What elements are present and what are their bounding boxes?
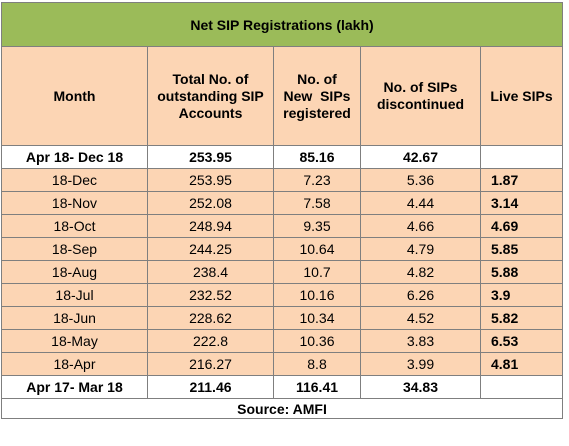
source-row: Source: AMFI [0,398,564,419]
summary-row: Apr 18- Dec 18 253.95 85.16 42.67 [1,145,564,169]
table-row: 18-Jul 232.52 10.16 6.26 3.9 [1,283,564,307]
table-row: 18-Oct 248.94 9.35 4.66 4.69 [1,214,564,238]
cell-discontinued: 4.52 [360,306,481,330]
cell-month: 18-Apr [1,352,148,376]
cell-month: 18-Sep [1,237,148,261]
cell-total: 228.62 [147,306,274,330]
header-line: registered [283,104,351,121]
header-total-accounts: Total No. of outstanding SIP Accounts [147,46,274,146]
cell-total: 232.52 [147,283,274,307]
cell-new: 9.35 [273,214,361,238]
cell-discontinued: 42.67 [360,145,481,169]
header-live-sips: Live SIPs [479,46,564,146]
cell-discontinued: 4.44 [360,191,481,215]
summary-row: Apr 17- Mar 18 211.46 116.41 34.83 [1,375,564,399]
cell-new: 10.36 [273,329,361,353]
cell-discontinued: 4.82 [360,260,481,284]
table-title: Net SIP Registrations (lakh) [0,2,564,47]
cell-month: 18-Dec [1,168,148,192]
cell-month: Apr 17- Mar 18 [1,375,148,399]
cell-month: 18-Jul [1,283,148,307]
cell-live: 4.81 [479,352,564,376]
cell-new: 10.7 [273,260,361,284]
header-new-sips: No. of New SIPs registered [273,46,361,146]
cell-new: 7.23 [273,168,361,192]
cell-live: 4.69 [479,214,564,238]
cell-live: 5.88 [479,260,564,284]
table-row: 18-Apr 216.27 8.8 3.99 4.81 [1,352,564,376]
header-line: discontinued [376,96,465,112]
source-note: Source: AMFI [0,398,564,419]
cell-discontinued: 4.66 [360,214,481,238]
table-row: 18-May 222.8 10.36 3.83 6.53 [1,329,564,353]
cell-total: 253.95 [147,145,274,169]
cell-new: 8.8 [273,352,361,376]
cell-month: 18-Nov [1,191,148,215]
cell-live [479,375,564,399]
header-month: Month [1,46,148,146]
cell-new: 10.34 [273,306,361,330]
cell-discontinued: 3.99 [360,352,481,376]
cell-live: 6.53 [479,329,564,353]
cell-month: 18-Oct [1,214,148,238]
cell-discontinued: 5.36 [360,168,481,192]
cell-total: 238.4 [147,260,274,284]
cell-discontinued: 3.83 [360,329,481,353]
cell-total: 244.25 [147,237,274,261]
cell-discontinued: 6.26 [360,283,481,307]
title-row: Net SIP Registrations (lakh) [0,2,564,47]
cell-total: 248.94 [147,214,274,238]
cell-month: 18-Jun [1,306,148,330]
table-row: 18-Dec 253.95 7.23 5.36 1.87 [1,168,564,192]
header-discontinued: No. of SIPs discontinued [360,46,481,146]
header-line: No. of SIPs [383,79,458,95]
cell-month: 18-May [1,329,148,353]
header-row: Month Total No. of outstanding SIP Accou… [1,46,564,146]
cell-total: 211.46 [147,375,274,399]
cell-month: 18-Aug [1,260,148,284]
cell-total: 222.8 [147,329,274,353]
cell-new: 85.16 [273,145,361,169]
header-line: outstanding SIP [157,87,264,104]
cell-new: 10.64 [273,237,361,261]
table-row: 18-Sep 244.25 10.64 4.79 5.85 [1,237,564,261]
cell-live: 1.87 [479,168,564,192]
cell-live [479,145,564,169]
cell-live: 3.14 [479,191,564,215]
table-row: 18-Nov 252.08 7.58 4.44 3.14 [1,191,564,215]
source-section: Source: AMFI [0,398,564,419]
header-line: Total No. of [172,70,249,87]
cell-month: Apr 18- Dec 18 [1,145,148,169]
cell-total: 216.27 [147,352,274,376]
cell-live: 5.85 [479,237,564,261]
table-row: 18-Aug 238.4 10.7 4.82 5.88 [1,260,564,284]
cell-discontinued: 34.83 [360,375,481,399]
data-rows: Apr 18- Dec 18 253.95 85.16 42.67 18-Dec 253.… [1,145,564,399]
cell-live: 3.9 [479,283,564,307]
cell-new: 116.41 [273,375,361,399]
header-line: No. of [297,70,337,87]
cell-new: 7.58 [273,191,361,215]
cell-new: 10.16 [273,283,361,307]
table-body: Net SIP Registrations (lakh) Month Total… [0,2,564,146]
cell-total: 252.08 [147,191,274,215]
cell-discontinued: 4.79 [360,237,481,261]
cell-total: 253.95 [147,168,274,192]
sip-registrations-table: Net SIP Registrations (lakh) Month Total… [0,2,564,419]
cell-live: 5.82 [479,306,564,330]
header-line: New SIPs [283,87,351,104]
header-line: Accounts [178,104,243,121]
table-row: 18-Jun 228.62 10.34 4.52 5.82 [1,306,564,330]
